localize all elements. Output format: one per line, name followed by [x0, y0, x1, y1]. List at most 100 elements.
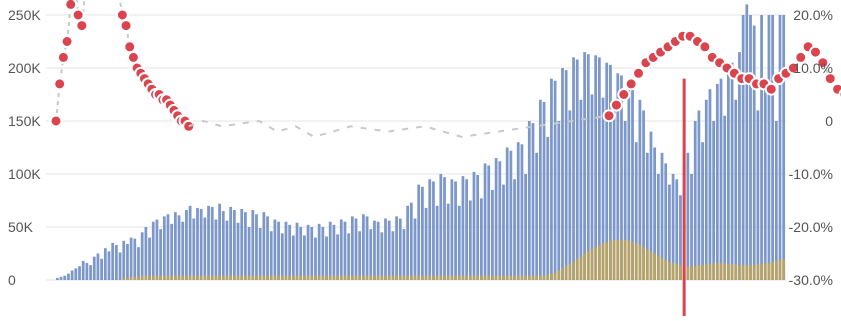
bar-secondary [417, 275, 421, 280]
bar-primary [668, 184, 671, 280]
bar-primary [656, 174, 660, 280]
bar-secondary [774, 260, 778, 280]
bar-secondary [575, 258, 579, 280]
left-tick-label: 150K [8, 113, 41, 129]
bar-primary [513, 179, 516, 280]
percent-line-series [49, 0, 841, 138]
bar-secondary [723, 263, 727, 280]
bar-primary [376, 221, 380, 280]
bar-primary [763, 89, 767, 280]
bar-secondary [255, 275, 258, 280]
left-tick-label: 250K [8, 7, 41, 23]
bar-primary [760, 15, 763, 280]
bar-primary [262, 212, 266, 280]
bar-secondary [137, 276, 140, 280]
bar-primary [284, 221, 288, 280]
bar-secondary [579, 256, 583, 280]
bar-primary [339, 219, 343, 280]
bar-primary [590, 94, 594, 280]
bar-primary [266, 216, 269, 280]
bar-secondary [266, 275, 269, 280]
bar-secondary [421, 275, 424, 280]
bar-primary [749, 15, 752, 280]
bar-secondary [738, 265, 741, 280]
bar-primary [328, 221, 332, 280]
bar-primary [111, 242, 115, 280]
bar-primary [476, 175, 480, 280]
bar-primary [365, 216, 369, 280]
bar-primary [196, 207, 199, 280]
bar-primary [185, 210, 188, 280]
bar-primary [59, 276, 63, 280]
bar-primary [704, 99, 708, 280]
bar-secondary [524, 275, 527, 280]
bar-secondary [225, 275, 229, 280]
bar-primary [631, 86, 634, 281]
bar-secondary [656, 255, 660, 280]
bar-secondary [734, 264, 738, 280]
right-tick-label: -10.0% [789, 166, 833, 182]
bar-secondary [465, 275, 469, 280]
bar-primary [771, 15, 775, 280]
bar-secondary [244, 275, 247, 280]
bar-secondary [232, 275, 236, 280]
bar-secondary [251, 275, 255, 280]
bar-secondary [365, 275, 369, 280]
bar-primary [424, 207, 428, 280]
bar-primary [443, 177, 446, 280]
bar-secondary [660, 257, 664, 280]
bar-primary [616, 73, 620, 280]
bar-primary [609, 64, 612, 280]
bar-primary [741, 15, 745, 280]
right-tick-label: 0 [825, 113, 833, 129]
bar-primary [373, 220, 376, 280]
bar-secondary [572, 261, 575, 280]
bar-secondary [454, 275, 457, 280]
bar-primary [697, 110, 701, 281]
bar-primary [129, 237, 133, 280]
bar-primary [247, 227, 251, 280]
bar-primary [395, 216, 398, 280]
bar-secondary [181, 275, 185, 280]
bar-primary [350, 216, 354, 280]
bar-secondary [623, 239, 627, 280]
bar-secondary [601, 242, 605, 280]
bar-primary [151, 221, 155, 280]
bar-secondary [531, 275, 535, 280]
bar-secondary [520, 275, 524, 280]
bar-secondary [671, 263, 675, 280]
bar-primary [314, 237, 317, 280]
bar-primary [524, 174, 527, 280]
bar-primary [623, 121, 627, 280]
bar-secondary [173, 275, 177, 280]
bar-primary [553, 80, 557, 280]
bar-primary [594, 55, 598, 280]
bar-secondary [546, 274, 550, 280]
bar-secondary [668, 261, 671, 280]
bar-secondary [664, 259, 668, 280]
bar-secondary [343, 275, 347, 280]
line-dashed-segment [188, 114, 610, 138]
bar-secondary [129, 276, 133, 280]
bar-primary [564, 70, 568, 281]
bar-secondary [609, 240, 612, 280]
bar-primary [380, 232, 384, 280]
line-marker [624, 77, 638, 91]
bar-secondary [192, 275, 196, 280]
bar-primary [568, 110, 572, 281]
bar-secondary [273, 275, 277, 280]
bar-primary [550, 78, 553, 280]
bar-secondary [151, 275, 155, 280]
line-marker [60, 35, 74, 48]
bar-primary [173, 212, 177, 280]
bar-secondary [620, 239, 623, 280]
bar-primary [509, 150, 513, 280]
bar-primary [332, 224, 336, 280]
bar-secondary [605, 241, 609, 280]
bar-secondary [550, 273, 553, 280]
bar-primary [638, 99, 642, 280]
bar-primary [144, 227, 148, 280]
line-marker [617, 88, 631, 101]
bar-secondary [221, 275, 225, 280]
bar-secondary [763, 263, 767, 280]
